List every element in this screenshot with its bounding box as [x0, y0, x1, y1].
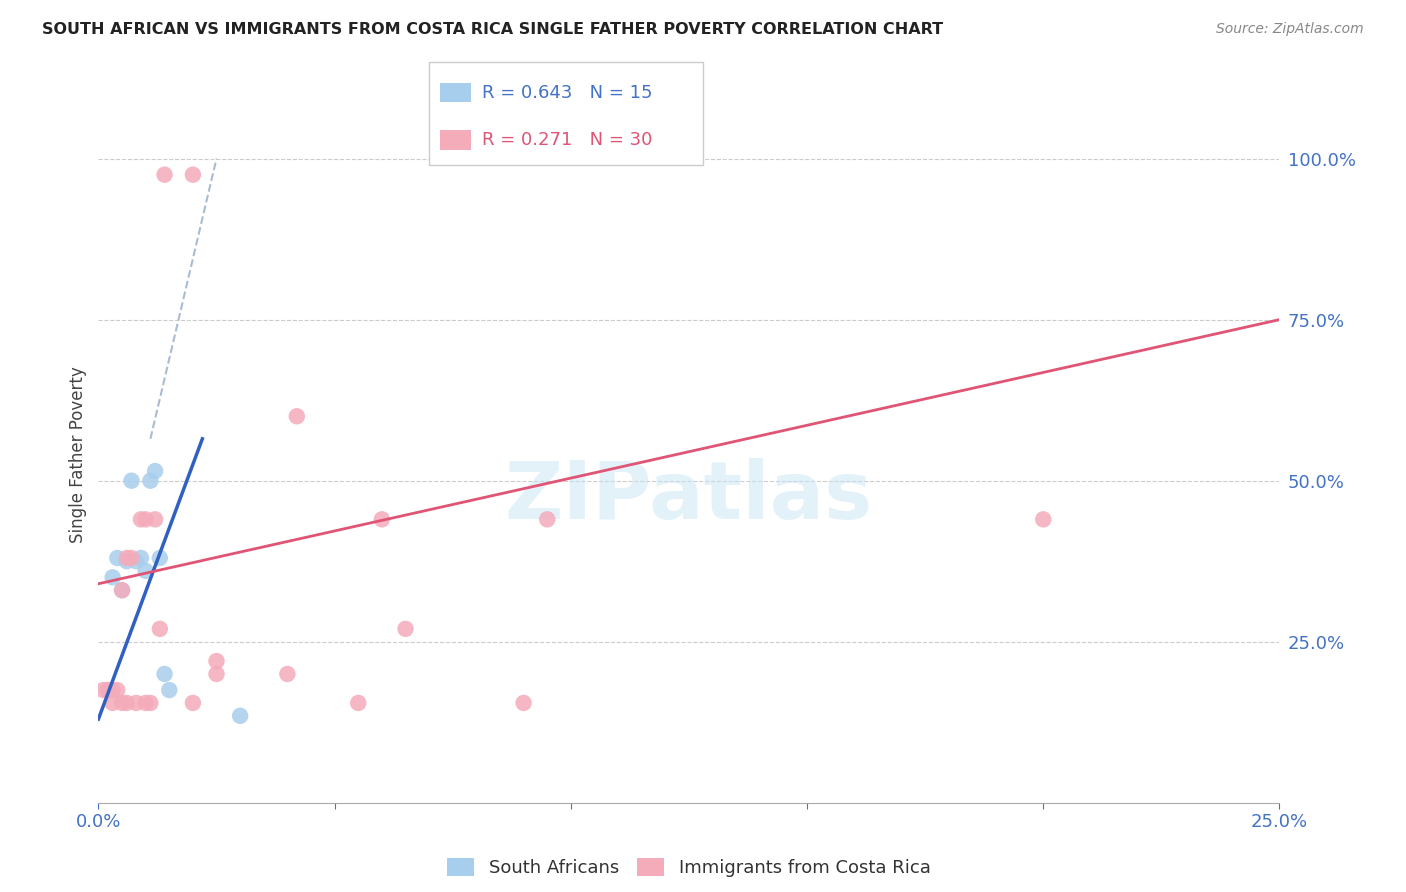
Legend: South Africans, Immigrants from Costa Rica: South Africans, Immigrants from Costa Ri…: [440, 850, 938, 884]
Point: [394, 622, 416, 636]
Point: [125, 696, 148, 710]
Point: [115, 554, 138, 568]
Point: [157, 683, 180, 698]
Point: [115, 551, 138, 566]
Point: [105, 683, 128, 698]
Point: [205, 654, 228, 668]
Point: [105, 551, 128, 566]
Point: [276, 667, 298, 681]
Point: [125, 554, 148, 568]
Point: [111, 583, 134, 598]
Point: [101, 696, 124, 710]
Point: [101, 570, 124, 584]
Point: [143, 512, 166, 526]
Point: [121, 551, 143, 566]
Point: [153, 667, 176, 681]
Point: [97, 683, 120, 698]
Point: [135, 564, 157, 578]
Point: [143, 464, 166, 478]
Point: [121, 474, 143, 488]
Point: [229, 708, 252, 723]
Text: R = 0.643   N = 15: R = 0.643 N = 15: [482, 84, 652, 102]
Text: R = 0.271   N = 30: R = 0.271 N = 30: [482, 131, 652, 149]
Point: [149, 551, 172, 566]
Point: [91, 683, 114, 698]
Point: [181, 696, 204, 710]
Point: [97, 683, 120, 698]
Point: [149, 622, 172, 636]
Point: [153, 168, 176, 182]
Point: [285, 409, 308, 424]
Point: [111, 696, 134, 710]
Point: [135, 696, 157, 710]
Text: SOUTH AFRICAN VS IMMIGRANTS FROM COSTA RICA SINGLE FATHER POVERTY CORRELATION CH: SOUTH AFRICAN VS IMMIGRANTS FROM COSTA R…: [42, 22, 943, 37]
Text: ZIPatlas: ZIPatlas: [505, 458, 873, 536]
Point: [1032, 512, 1054, 526]
Point: [129, 551, 152, 566]
Point: [139, 696, 162, 710]
Point: [135, 512, 157, 526]
Point: [181, 168, 204, 182]
Point: [101, 683, 124, 698]
Point: [347, 696, 370, 710]
Text: Source: ZipAtlas.com: Source: ZipAtlas.com: [1216, 22, 1364, 37]
Point: [512, 696, 534, 710]
Point: [536, 512, 558, 526]
Point: [115, 696, 138, 710]
Point: [129, 512, 152, 526]
Y-axis label: Single Father Poverty: Single Father Poverty: [69, 367, 87, 543]
Point: [111, 583, 134, 598]
Point: [139, 474, 162, 488]
Point: [371, 512, 394, 526]
Point: [205, 667, 228, 681]
